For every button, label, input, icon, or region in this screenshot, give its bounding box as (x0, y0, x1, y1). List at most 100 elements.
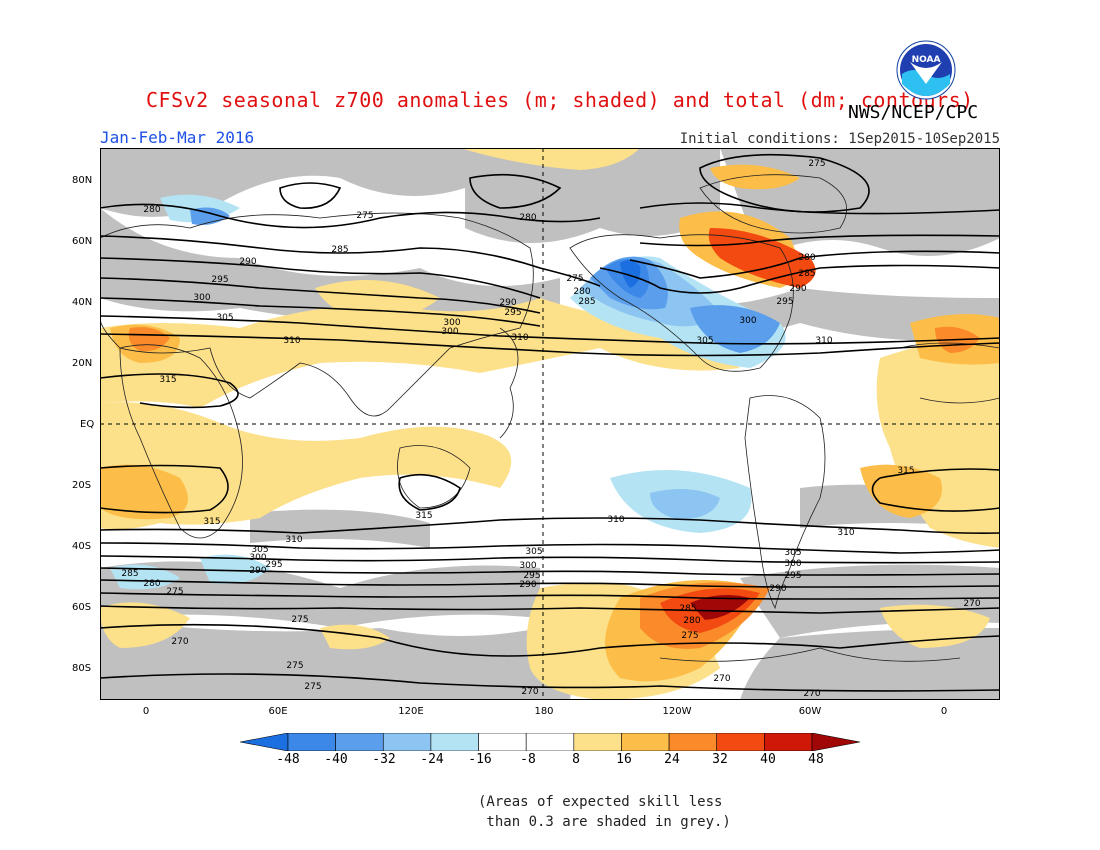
contour-label: 275 (166, 587, 183, 597)
noaa-logo: NOAA (896, 40, 956, 100)
contour-label: 280 (143, 205, 160, 215)
colorbar-label: 48 (808, 752, 824, 767)
colorbar-segment (668, 733, 718, 751)
colorbar-segment (287, 733, 336, 751)
colorbar-label: -8 (520, 752, 536, 767)
contour-label: 315 (897, 466, 914, 476)
contour-label: 280 (573, 287, 590, 297)
contour-label: 275 (286, 661, 303, 671)
colorbar-arrow-left (240, 733, 289, 751)
contour-label: 310 (511, 333, 528, 343)
colorbar-segment (621, 733, 670, 751)
contour-label: 270 (963, 599, 980, 609)
lat-label: 80N (72, 175, 93, 186)
contour-label: 305 (216, 313, 233, 323)
lat-label: 20S (72, 480, 92, 491)
contour-label: 310 (815, 336, 832, 346)
lat-label: 40S (72, 541, 92, 552)
noaa-logo-text: NOAA (912, 55, 941, 65)
contour-label: 280 (519, 213, 536, 223)
contour-label: 295 (265, 560, 282, 570)
contour-label: 270 (803, 689, 820, 699)
skill-note-line-1: (Areas of expected skill less (478, 794, 723, 810)
colorbar-segment (716, 733, 765, 751)
contour-label: 315 (203, 517, 220, 527)
contour-label: 275 (566, 274, 583, 284)
contour-label: 270 (171, 637, 188, 647)
lon-label: 0 (940, 706, 948, 717)
colorbar-segments (287, 733, 813, 751)
colorbar-segment (430, 733, 479, 751)
contour-label: 270 (713, 674, 730, 684)
contour-label: 290 (789, 284, 806, 294)
lat-label: 20N (72, 358, 93, 369)
contour-label: 305 (696, 336, 713, 346)
colorbar-label: 8 (572, 752, 580, 767)
contour-label: 285 (331, 245, 348, 255)
lon-label: 120W (662, 706, 692, 717)
contour-label: 295 (523, 571, 540, 581)
contour-label: 300 (784, 559, 801, 569)
lat-label: 60S (72, 602, 92, 613)
colorbar-segment (382, 733, 432, 751)
colorbar-label: -16 (468, 752, 492, 767)
contour-label: 305 (525, 547, 542, 557)
colorbar-label: -40 (324, 752, 348, 767)
skill-note: (Areas of expected skill less than 0.3 a… (478, 792, 731, 832)
contour-label: 290 (249, 566, 266, 576)
agency-label: NWS/NCEP/CPC (848, 102, 979, 123)
lat-label: 60N (72, 236, 93, 247)
colorbar-segment (478, 733, 527, 751)
colorbar-label: 32 (712, 752, 728, 767)
contour-label: 270 (521, 687, 538, 697)
contour-label: 295 (504, 308, 521, 318)
contour-labels: 280 275 280 275 285 290 295 300 305 310 … (121, 159, 980, 699)
contour-label: 290 (499, 298, 516, 308)
lon-label: 60E (268, 706, 288, 717)
contour-label: 275 (356, 211, 373, 221)
height-contours (100, 153, 1000, 692)
contour-label: 290 (769, 584, 786, 594)
contour-label: 310 (283, 336, 300, 346)
chart-title: CFSv2 seasonal z700 anomalies (m; shaded… (146, 88, 974, 112)
colorbar-segment (335, 733, 384, 751)
contour-label: 290 (519, 580, 536, 590)
contour-label: 310 (285, 535, 302, 545)
contour-label: 300 (441, 327, 458, 337)
colorbar-label: -32 (372, 752, 396, 767)
negative-anomaly-regions (110, 194, 786, 590)
contour-label: 300 (739, 316, 756, 326)
colorbar-segment (525, 733, 575, 751)
colorbar-segment (573, 733, 622, 751)
contour-label: 300 (443, 318, 460, 328)
contour-label: 295 (776, 297, 793, 307)
lon-label: 120E (398, 706, 424, 717)
contour-label: 310 (837, 528, 854, 538)
colorbar-arrow-right (811, 733, 861, 751)
contour-label: 285 (798, 269, 815, 279)
colorbar-label: 16 (616, 752, 632, 767)
contour-label: 290 (239, 257, 256, 267)
contour-label: 300 (193, 293, 210, 303)
initial-conditions-label: Initial conditions: 1Sep2015-10Sep2015 (679, 131, 1000, 147)
contour-label: 275 (681, 631, 698, 641)
contour-label: 305 (784, 548, 801, 558)
contour-label: 305 (251, 545, 268, 555)
contour-label: 280 (683, 616, 700, 626)
colorbar (240, 733, 861, 751)
lon-label: 180 (534, 706, 554, 717)
lat-label: 80S (72, 663, 92, 674)
contour-label: 285 (578, 297, 595, 307)
season-label: Jan-Feb-Mar 2016 (100, 128, 255, 147)
lon-label: 60W (798, 706, 822, 717)
colorbar-label: -24 (420, 752, 444, 767)
contour-label: 300 (249, 553, 266, 563)
contour-label: 300 (519, 561, 536, 571)
contour-label: 285 (121, 569, 138, 579)
contour-label: 275 (808, 159, 825, 169)
skill-note-line-2: than 0.3 are shaded in grey.) (478, 814, 731, 830)
contour-label: 275 (304, 682, 321, 692)
contour-label: 295 (211, 275, 228, 285)
lon-label: 0 (142, 706, 150, 717)
contour-label: 280 (143, 579, 160, 589)
